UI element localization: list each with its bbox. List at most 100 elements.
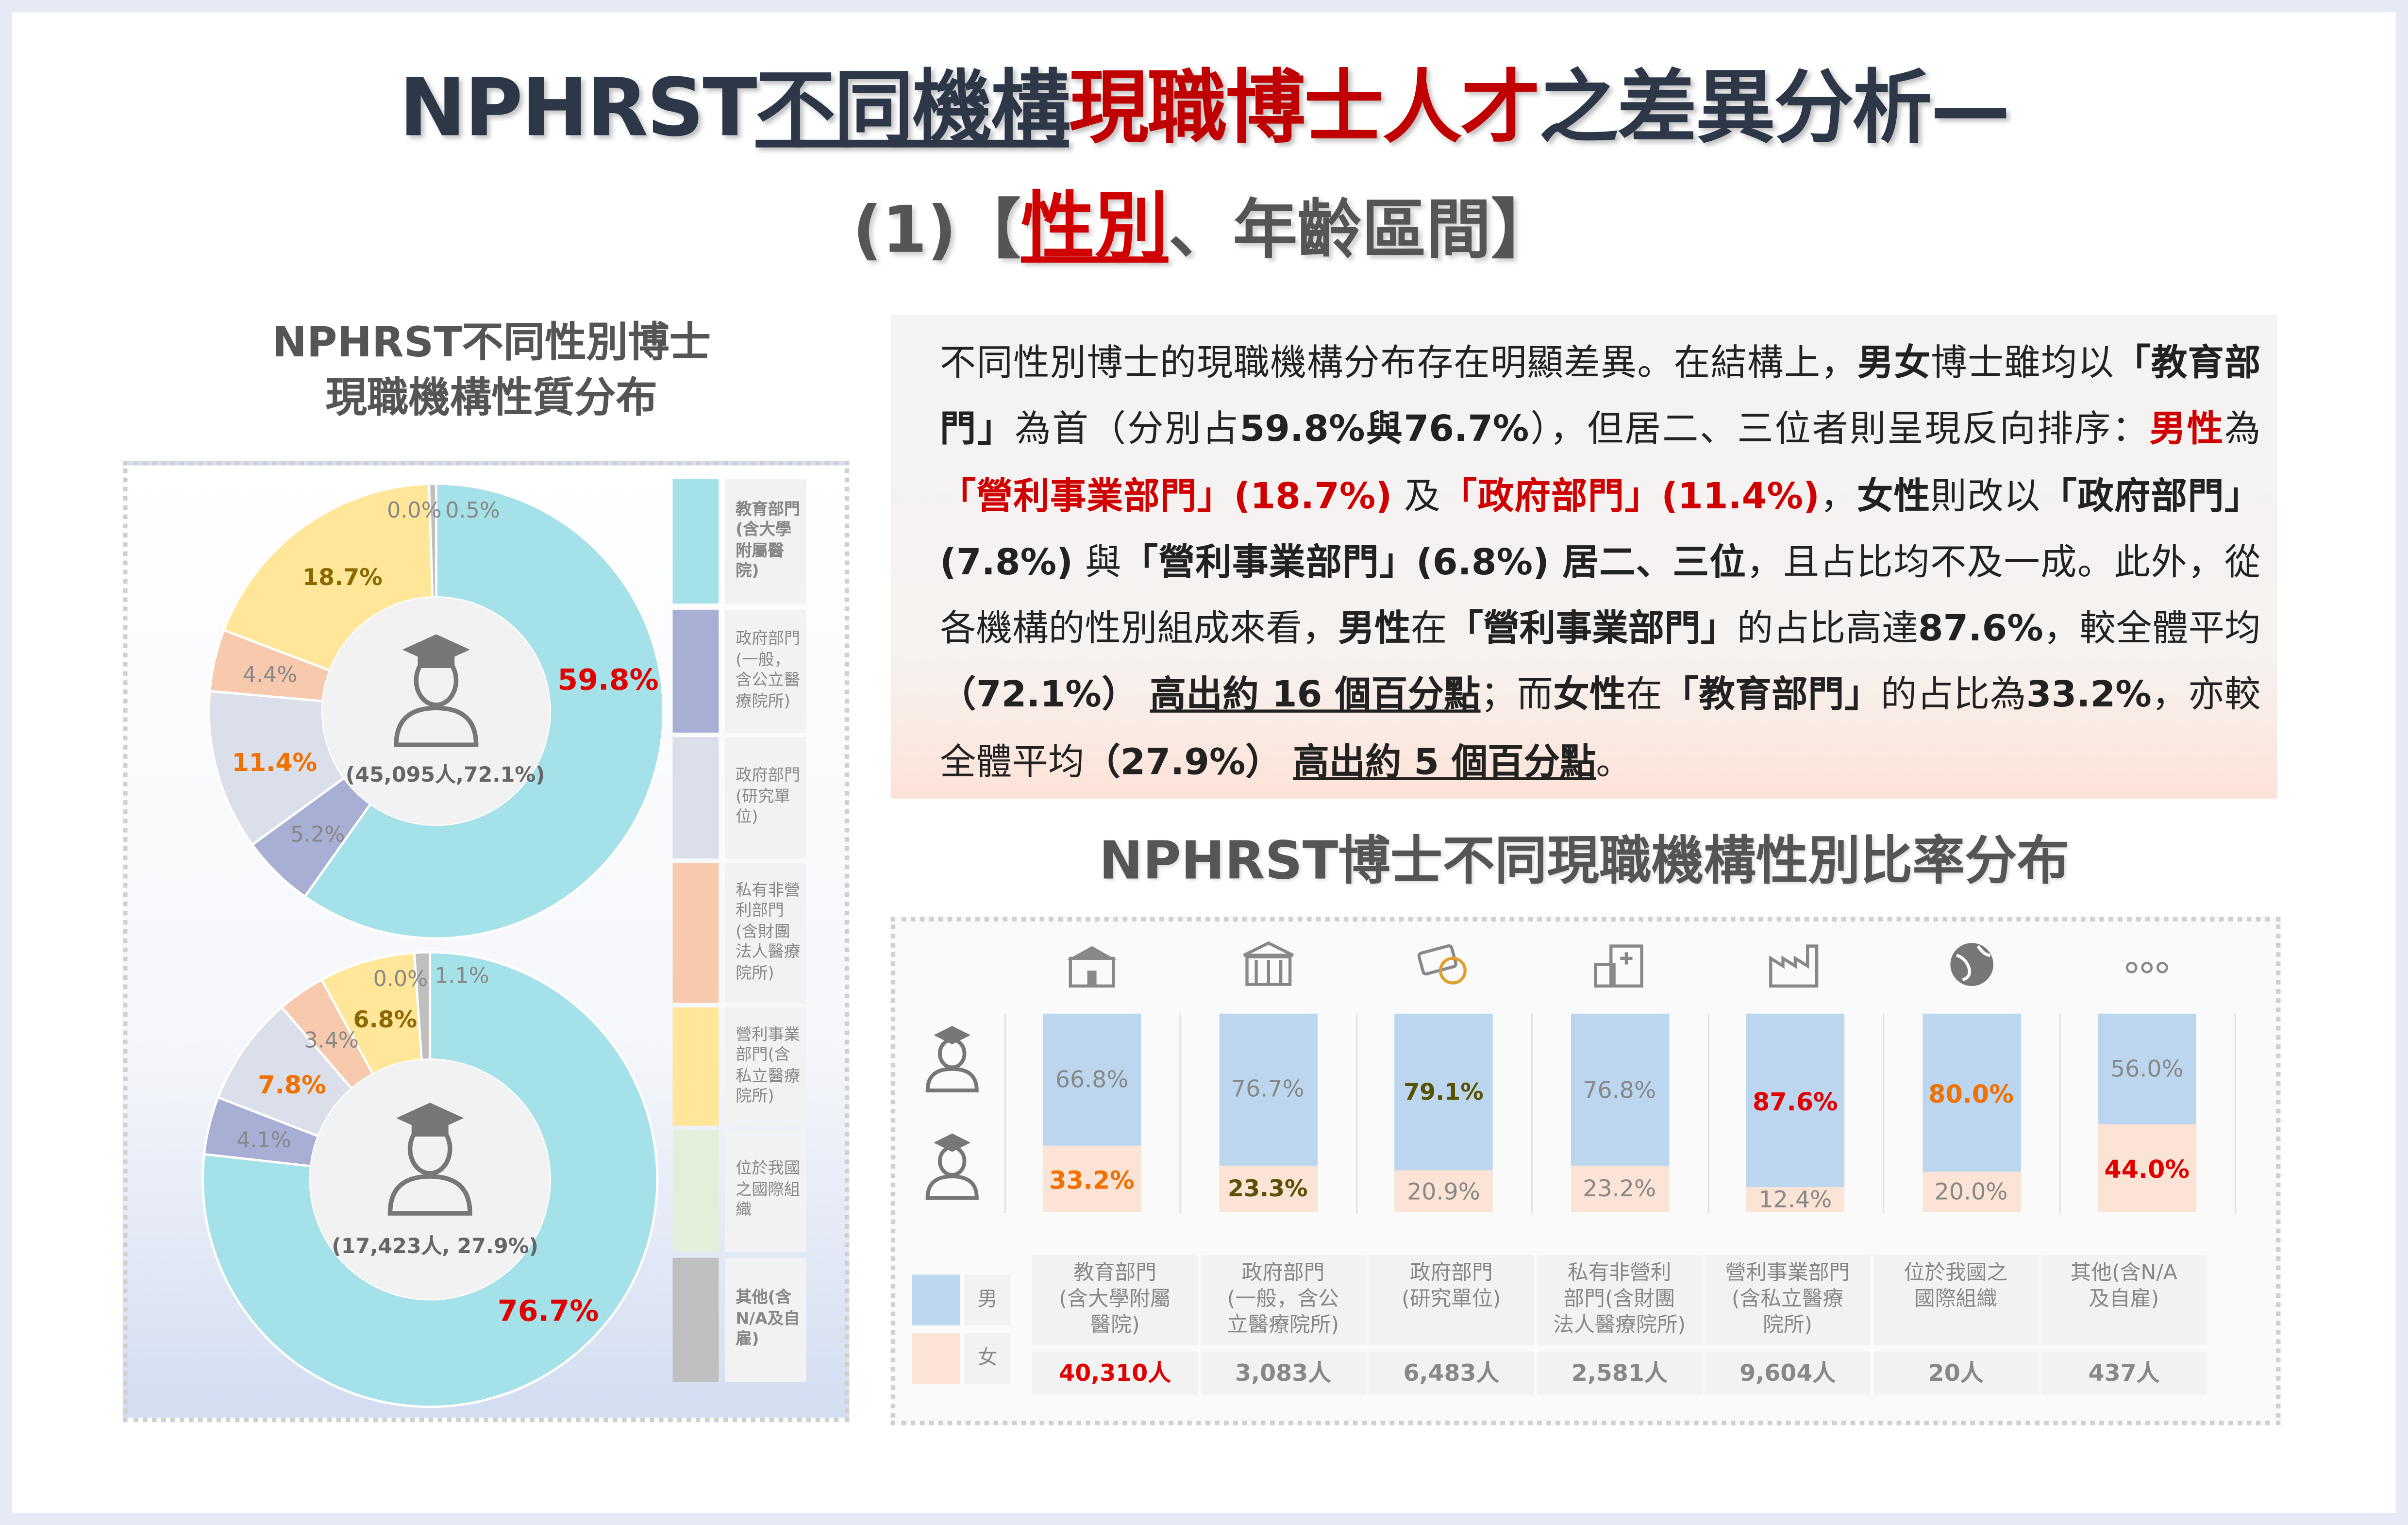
paragraph-segment: ，: [1819, 474, 1857, 517]
legend-label: 政府部門(研究單位): [725, 737, 806, 859]
female-graduate-icon: [921, 1133, 983, 1201]
bar-male: [1570, 1013, 1669, 1166]
table-legend-swatch: [912, 1274, 960, 1325]
paragraph-segment: 。: [1596, 740, 1632, 783]
legend-swatch: [672, 1007, 719, 1126]
category-header: 其他(含N/A 及自雇): [2040, 1255, 2207, 1346]
legend-item: 教育部門(含大學附屬醫院): [672, 479, 806, 604]
bar-label-male: 66.8%: [1055, 1066, 1129, 1094]
headcount-cell: 2,581人: [1536, 1351, 1703, 1395]
paragraph-segment: 在: [1411, 607, 1447, 650]
legend-item: 營利事業部門(含私立醫療院所): [672, 1007, 806, 1126]
column-divider: [2234, 1013, 2236, 1213]
legend-swatch: [672, 479, 719, 604]
bar-female: [1570, 1166, 1669, 1212]
donut-value-label: 11.4%: [232, 748, 318, 777]
table-legend-label: 男: [964, 1274, 1011, 1325]
paragraph-segment: 男性: [1338, 607, 1411, 650]
summary-paragraph: 不同性別博士的現職機構分布存在明顯差異。在結構上，男女博士雖均以「教育部門」為首…: [939, 330, 2261, 796]
bar-label-male: 80.0%: [1928, 1079, 2014, 1108]
bar-female: [2098, 1124, 2196, 1212]
legend-label: 營利事業部門(含私立醫療院所): [725, 1007, 806, 1126]
bar-label-female: 20.9%: [1407, 1177, 1480, 1205]
paragraph-segment: 男性: [2149, 407, 2224, 451]
column-divider: [1706, 1013, 1709, 1213]
bar-male: [1394, 1013, 1493, 1171]
paragraph-segment: [1282, 740, 1293, 783]
table-legend-swatch: [912, 1333, 960, 1384]
paragraph-segment: 33.2%: [2026, 673, 2152, 717]
money-icon: [1413, 937, 1474, 992]
bar-label-female: 33.2%: [1049, 1165, 1135, 1194]
bar-female: [1219, 1165, 1317, 1212]
legend-label: 政府部門(一般，含公立醫療院所): [725, 609, 806, 733]
donut-value-label: 0.5%: [445, 499, 500, 524]
paragraph-segment: （27.9%）: [1084, 740, 1282, 783]
paragraph-segment: 則改以: [1930, 474, 2041, 517]
paragraph-segment: ，較全體平均: [2043, 607, 2261, 650]
subtitle-prefix: (1)【: [853, 192, 1021, 268]
category-header: 私有非營利 部門(含財團 法人醫療院所): [1536, 1255, 1703, 1346]
paragraph-segment: 與: [1073, 540, 1122, 584]
bar-male: [2098, 1013, 2196, 1125]
donut-value-label: 1.1%: [435, 964, 489, 989]
paragraph-segment: 的占比為: [1881, 673, 2026, 717]
bar-label-male: 79.1%: [1404, 1078, 1484, 1106]
paragraph-segment: ，亦較全體平均: [939, 673, 2261, 783]
paragraph-segment: 高出約 5 個百分點: [1293, 740, 1596, 783]
table-legend-label: 女: [964, 1333, 1011, 1384]
factory-icon: [1765, 937, 1826, 992]
paragraph-segment: 高出約 16 個百分點: [1150, 673, 1481, 717]
paragraph-segment: 「教育部門」: [939, 341, 2261, 451]
paragraph-segment: 女性: [1857, 474, 1931, 517]
column-divider: [1883, 1013, 1885, 1213]
column-divider: [2058, 1013, 2060, 1213]
bar-label-male: 76.7%: [1231, 1075, 1304, 1104]
donut-value-label: 0.0%: [373, 967, 428, 992]
paragraph-segment: 59.8%與76.7%: [1239, 407, 1529, 451]
category-header: 政府部門 (研究單位): [1368, 1255, 1535, 1346]
paragraph-segment: 87.6%: [1918, 607, 2043, 650]
bar-label-female: 23.2%: [1583, 1175, 1656, 1203]
paragraph-segment: 「政府部門」(11.4%): [1440, 474, 1820, 517]
bar-male: [1922, 1013, 2021, 1173]
paragraph-segment: （72.1%）: [939, 673, 1138, 717]
legend-swatch: [672, 1130, 719, 1252]
donut-value-label: 4.1%: [236, 1129, 291, 1154]
paragraph-segment: 的占比高達: [1737, 607, 1918, 650]
headcount-cell: 40,310人: [1032, 1351, 1198, 1395]
paragraph-segment: ，且占比均不及一成。此外，從各機構的性別組成來看，: [939, 540, 2261, 650]
bar-female: [1394, 1170, 1493, 1212]
title-underlined: 不同機構: [755, 63, 1070, 155]
donut-value-label: 7.8%: [258, 1070, 326, 1100]
bar-label-female: 20.0%: [1934, 1178, 2008, 1206]
headcount-cell: 3,083人: [1200, 1351, 1366, 1395]
legend-label: 其他(含N/A及自雇): [725, 1257, 806, 1382]
bar-male: [1042, 1013, 1141, 1146]
bar-female: [1922, 1172, 2021, 1212]
donut-value-label: 3.4%: [304, 1029, 359, 1054]
more-icon: [2116, 937, 2178, 992]
title-prefix: NPHRST: [399, 63, 757, 155]
column-divider: [1179, 1013, 1181, 1213]
category-header: 營利事業部門 (含私立醫療 院所): [1705, 1255, 1871, 1346]
donut-value-label: 59.8%: [557, 663, 659, 698]
column-divider: [1355, 1013, 1357, 1213]
bar-male: [1219, 1013, 1317, 1166]
bar-female: [1042, 1146, 1141, 1212]
female-center-label: (17,423人, 27.9%): [332, 1235, 539, 1259]
column-divider: [1004, 1013, 1006, 1213]
legend-item: 政府部門(一般，含公立醫療院所): [672, 609, 806, 733]
bar-label-male: 76.8%: [1583, 1075, 1656, 1104]
paragraph-segment: 「營利事業部門」: [1447, 607, 1737, 650]
hospital-icon: [1589, 937, 1650, 992]
paragraph-segment: ；而: [1480, 673, 1554, 717]
paragraph-segment: 為: [2224, 407, 2261, 451]
paragraph-segment: 「營利事業部門」(6.8%) 居二、三位: [1121, 540, 1747, 584]
donut-value-label: 0.0%: [387, 499, 442, 524]
page-title: NPHRST不同機構現職博士人才之差異分析—: [0, 43, 2408, 158]
paragraph-segment: 「政府部門」(7.8%): [939, 474, 2261, 584]
category-header: 教育部門 (含大學附屬 醫院): [1032, 1255, 1198, 1346]
headcount-cell: 6,483人: [1368, 1351, 1535, 1395]
